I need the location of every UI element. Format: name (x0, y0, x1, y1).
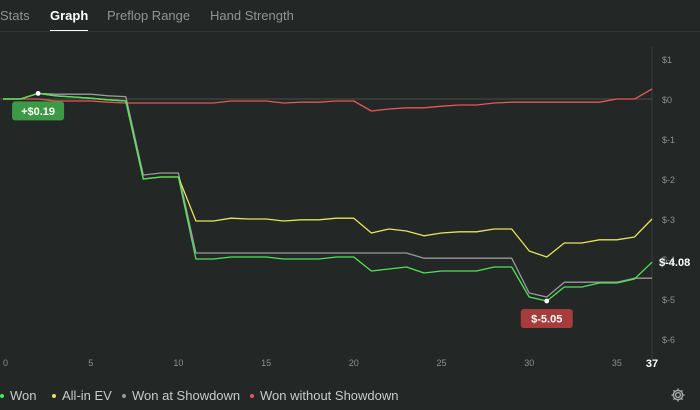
legend-dot (52, 393, 56, 398)
profit-graph[interactable]: $1$0$-1$-2$-3$-4$-5$-6 0 5 10 15 20 25 30 35 37 … (0, 32, 700, 380)
legend-label: Won (10, 388, 37, 403)
legend-item-won-without-showdown[interactable]: Won without Showdown (250, 388, 399, 403)
tab-preflop-range-label: Preflop Range (107, 8, 191, 23)
y-tick-label: $0 (662, 95, 672, 105)
x-tick-label: 5 (88, 358, 93, 368)
annotation-label: +$0.19 (21, 106, 55, 118)
annotation-label: $-5.05 (531, 314, 562, 326)
legend-item-won[interactable]: Won (0, 388, 37, 403)
legend-label: Won at Showdown (132, 388, 241, 403)
tab-preflop-range[interactable]: Preflop Range (107, 8, 190, 23)
end-value-label: $-4.08 (659, 257, 690, 269)
tab-stats[interactable]: Stats (0, 8, 30, 23)
tab-hand-strength[interactable]: Hand Strength (210, 8, 294, 23)
tab-stats-label: Stats (0, 8, 30, 23)
tab-graph-label: Graph (50, 8, 89, 23)
x-tick-label: 20 (349, 358, 359, 368)
x-tick-label: 0 (3, 358, 8, 368)
tab-hand-strength-label: Hand Strength (210, 8, 294, 23)
x-axis-ticks: 0 5 10 15 20 25 30 35 37 (3, 358, 658, 370)
legend-item-won-at-showdown[interactable]: Won at Showdown (122, 388, 240, 403)
y-tick-label: $-1 (662, 135, 675, 145)
y-tick-label: $-3 (662, 215, 675, 225)
y-tick-label: $-4 (662, 255, 675, 265)
series-line-all-in-ev (3, 92, 653, 258)
y-tick-label: $-5 (662, 295, 675, 305)
tab-divider (0, 31, 700, 32)
y-tick-label: $-6 (662, 335, 675, 345)
annotation-point (35, 91, 41, 96)
series-line-won (3, 92, 653, 302)
annotation-point (544, 298, 550, 304)
chart-annotations: +$0.19 $-5.05 $-4.08 (12, 91, 690, 328)
x-last-label: 37 (646, 358, 658, 370)
tab-graph[interactable]: Graph (50, 8, 89, 32)
x-tick-label: 15 (261, 358, 271, 368)
annotation-badge (12, 101, 65, 121)
x-tick-label: 35 (612, 358, 622, 368)
legend-item-all-in-ev[interactable]: All-in EV (52, 388, 112, 403)
grid-lines (0, 47, 653, 359)
y-tick-label: $-2 (662, 175, 675, 185)
legend-dot (122, 393, 126, 398)
legend-label: All-in EV (62, 388, 112, 403)
x-tick-label: 30 (524, 358, 534, 368)
series-line-won-without-showdown (3, 88, 653, 112)
series-lines (3, 88, 653, 302)
legend-dot (250, 393, 254, 398)
series-line-won-at-showdown (3, 92, 652, 298)
y-axis-ticks: $1 $0 $-1 $-2 $-3 $-4 $-5 $-6 (662, 55, 675, 345)
legend-dot (0, 393, 4, 398)
x-tick-label: 10 (173, 358, 183, 368)
legend-label: Won without Showdown (260, 388, 399, 403)
x-tick-label: 25 (437, 358, 447, 368)
y-tick-label: $1 (662, 55, 672, 65)
tab-bar: Stats Graph Preflop Range Hand Strength (0, 0, 700, 32)
gear-icon[interactable] (670, 387, 686, 403)
annotation-badge (520, 309, 573, 328)
